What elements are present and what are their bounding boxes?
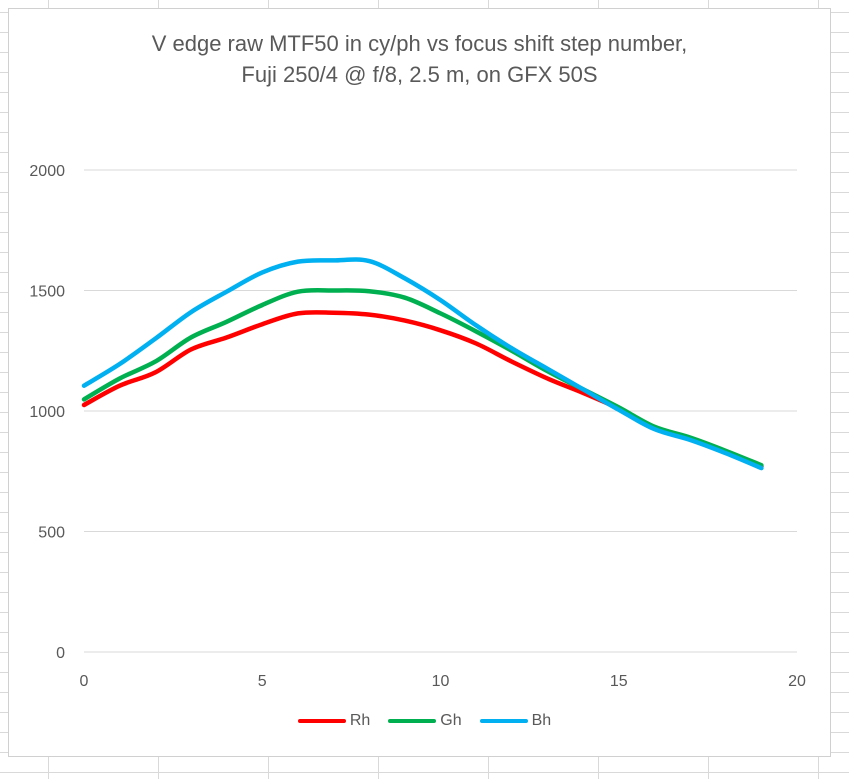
- chart-title-line-2: Fuji 250/4 @ f/8, 2.5 m, on GFX 50S: [241, 62, 598, 87]
- y-tick-label: 1500: [29, 284, 65, 301]
- x-tick-label: 10: [432, 673, 450, 690]
- legend-swatch: [297, 719, 346, 723]
- legend-item-bh: Bh: [479, 712, 552, 730]
- x-tick-label: 20: [788, 673, 806, 690]
- y-tick-label: 0: [56, 645, 65, 662]
- legend: Rh Gh Bh: [0, 712, 849, 730]
- chart-title-line-1: V edge raw MTF50 in cy/ph vs focus shift…: [151, 31, 688, 56]
- legend-item-gh: Gh: [388, 712, 462, 730]
- legend-swatch: [479, 719, 528, 723]
- x-tick-label: 5: [258, 673, 267, 690]
- chart-area[interactable]: [8, 8, 831, 757]
- legend-label: Gh: [440, 712, 462, 729]
- y-tick-label: 1000: [29, 404, 65, 421]
- x-tick-label: 0: [80, 673, 89, 690]
- y-tick-label: 2000: [29, 163, 65, 180]
- x-tick-label: 15: [610, 673, 628, 690]
- legend-item-rh: Rh: [297, 712, 371, 730]
- series-line-bh: [81, 257, 764, 471]
- legend-swatch: [388, 719, 437, 723]
- series-line-rh: [81, 310, 764, 469]
- chart-title: V edge raw MTF50 in cy/ph vs focus shift…: [8, 28, 831, 90]
- y-tick-label: 500: [38, 525, 65, 542]
- legend-label: Rh: [349, 712, 371, 729]
- legend-label: Bh: [531, 712, 552, 729]
